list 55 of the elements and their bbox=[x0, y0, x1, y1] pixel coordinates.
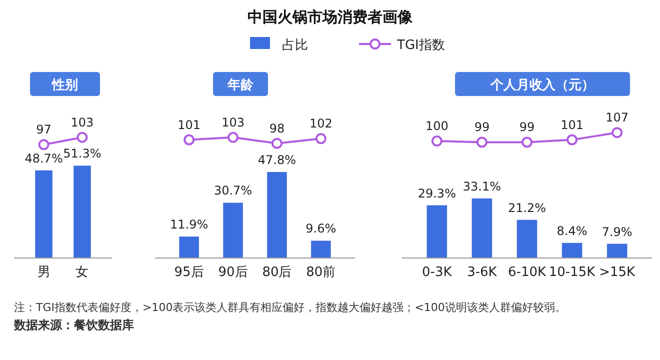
x-tick-label: 10-15K bbox=[548, 265, 596, 280]
x-tick-label: 80后 bbox=[262, 265, 292, 280]
data-label: 99 bbox=[519, 120, 535, 134]
point bbox=[566, 134, 578, 146]
bar bbox=[562, 242, 582, 258]
data-label: 8.4% bbox=[556, 224, 588, 238]
x-tick-label: 90后 bbox=[218, 265, 248, 280]
data-label: 29.3% bbox=[418, 186, 456, 200]
data-label: 51.3% bbox=[63, 146, 102, 161]
data-label: 9.6% bbox=[306, 222, 336, 236]
point bbox=[522, 136, 532, 148]
x-tick-label: 男 bbox=[37, 265, 50, 280]
data-label: 33.1% bbox=[462, 179, 502, 194]
data-label: 11.9% bbox=[170, 218, 208, 232]
text: 中国火锅市场消费者画像 bbox=[248, 8, 414, 26]
data-label: 7.9% bbox=[602, 224, 632, 239]
bar bbox=[223, 202, 243, 258]
data-label: 97 bbox=[36, 122, 52, 137]
data-label: 103 bbox=[70, 115, 94, 130]
x-tick-label: 3-6K bbox=[467, 265, 498, 280]
bar bbox=[267, 172, 287, 258]
data-label: 99 bbox=[474, 120, 490, 134]
chart-title: 性别 bbox=[51, 78, 78, 93]
source-note: 数据来源：餐饮数据库 bbox=[13, 318, 134, 332]
x-tick-label: 0-3K bbox=[422, 265, 452, 280]
x-tick-label: 80前 bbox=[306, 265, 336, 280]
data-label: 102 bbox=[309, 116, 332, 131]
bar bbox=[606, 244, 628, 258]
data-label: 103 bbox=[222, 115, 244, 130]
bar bbox=[516, 220, 538, 258]
data-label: 101 bbox=[560, 118, 584, 132]
bar bbox=[311, 240, 331, 258]
data-label: 98 bbox=[269, 121, 285, 136]
chart-title: 个人月收入（元） bbox=[490, 77, 594, 93]
bar bbox=[426, 205, 448, 258]
point bbox=[476, 136, 488, 148]
point bbox=[431, 136, 442, 146]
legend-label: TGI指数 bbox=[396, 38, 445, 53]
x-tick-label: 95后 bbox=[174, 265, 204, 280]
legend-label: 占比 bbox=[282, 38, 308, 53]
x-tick-label: 6-10K bbox=[508, 265, 546, 280]
data-label: 100 bbox=[425, 119, 448, 133]
bar bbox=[472, 198, 492, 258]
x-tick-label: 女 bbox=[76, 265, 89, 280]
data-label: 21.2% bbox=[508, 200, 546, 215]
text: 注：TGI指数代表偏好度，>100表示该类人群具有相应偏好，指数越大偏好越强；<100说明该类人群偏好较弱。 bbox=[14, 301, 566, 314]
chart-title: 年龄 bbox=[226, 78, 254, 93]
bar bbox=[179, 236, 199, 258]
data-label: 30.7% bbox=[214, 184, 252, 198]
data-label: 107 bbox=[606, 110, 629, 125]
point bbox=[612, 127, 623, 138]
data-label: 101 bbox=[178, 118, 201, 132]
data-label: 48.7% bbox=[24, 151, 63, 166]
x-tick-label: >15K bbox=[599, 265, 636, 280]
data-label: 47.8% bbox=[258, 152, 296, 167]
